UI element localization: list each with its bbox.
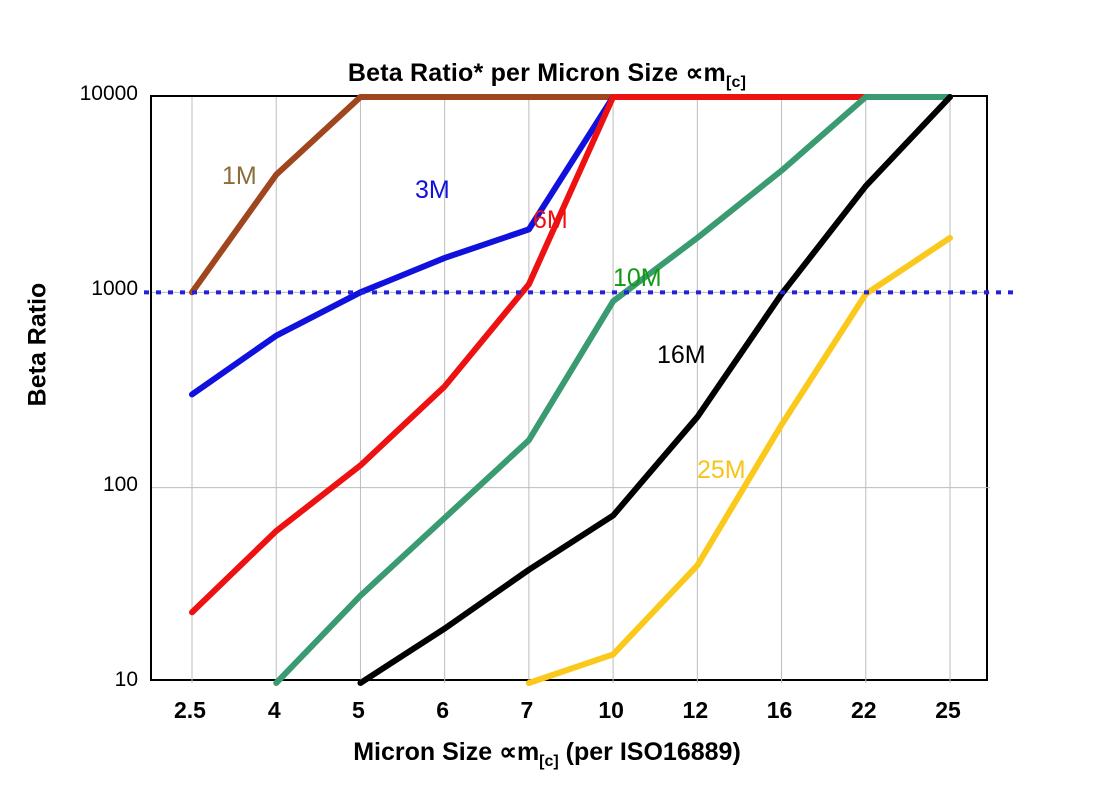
y-tick-label-10: 10 [114, 668, 138, 691]
series-label-3m: 3M [415, 176, 450, 204]
plot-area [144, 94, 1016, 686]
x-tick-label-16: 16 [766, 697, 793, 723]
x-axis-title-main: Micron Size ∝m [353, 738, 540, 766]
x-tick-label-10: 10 [598, 697, 624, 723]
y-tick-label-10000: 10000 [79, 82, 138, 105]
chart-title-main: Beta Ratio* per Micron Size ∝m [347, 59, 726, 87]
series-label-6m: 6M [533, 206, 568, 234]
plot-svg [144, 94, 1016, 686]
x-tick-label-4: 4 [267, 697, 281, 723]
y-tick-label-1000: 1000 [91, 277, 138, 301]
x-axis-title-subscript: [c] [539, 753, 559, 770]
series-label-25m: 25M [697, 456, 746, 484]
series-line-6m[interactable] [189, 94, 953, 616]
series-line-3m[interactable] [189, 94, 953, 398]
x-tick-label-22: 22 [850, 697, 877, 723]
x-axis-title: Micron Size ∝m[c] (per ISO16889) [0, 737, 1094, 771]
y-axis-title: Beta Ratio [23, 282, 52, 407]
series-label-16m: 16M [657, 341, 706, 369]
series-line-25m[interactable] [525, 234, 953, 686]
x-tick-label-2.5: 2.5 [174, 697, 206, 723]
x-tick-label-5: 5 [352, 697, 365, 723]
chart-title: Beta Ratio* per Micron Size ∝m[c] [0, 58, 1094, 92]
y-tick-label-100: 100 [102, 472, 138, 496]
x-tick-label-25: 25 [935, 697, 961, 723]
chart-title-subscript: [c] [725, 74, 747, 91]
x-tick-label-12: 12 [682, 697, 709, 723]
series-line-16m[interactable] [357, 94, 953, 686]
series-line-10m[interactable] [273, 94, 953, 686]
series-label-1m: 1M [222, 162, 257, 190]
x-axis-title-tail: (per ISO16889) [558, 738, 741, 766]
series-label-10m: 10M [613, 264, 662, 292]
x-tick-label-7: 7 [520, 697, 534, 723]
x-tick-label-6: 6 [436, 697, 450, 723]
